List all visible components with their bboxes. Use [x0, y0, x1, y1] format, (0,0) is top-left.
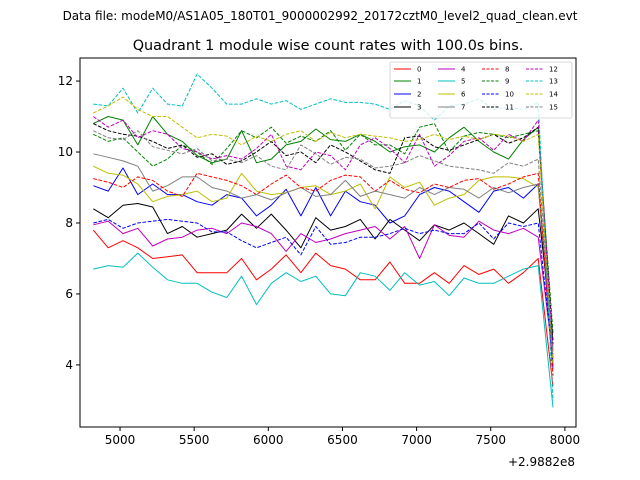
series-line-5: [93, 252, 554, 408]
x-tick-label: 7500: [475, 433, 506, 447]
legend-label-1: 1: [417, 78, 421, 86]
legend-label-10: 10: [505, 91, 514, 99]
series-line-6: [93, 165, 554, 351]
plot-area: [80, 58, 576, 427]
x-tick-label: 5500: [179, 433, 210, 447]
x-tick-label: 6500: [327, 433, 358, 447]
x-tick-label: 6000: [253, 433, 284, 447]
legend-box: [389, 61, 573, 119]
legend-label-15: 15: [549, 104, 558, 112]
y-tick-label: 12: [58, 74, 73, 88]
series-layer: [92, 73, 554, 408]
y-tick-label: 10: [58, 145, 73, 159]
legend-label-13: 13: [549, 78, 558, 86]
y-tick-label: 8: [65, 216, 73, 230]
x-tick-label: 8000: [550, 433, 581, 447]
y-tick-label: 4: [65, 358, 73, 372]
legend-label-9: 9: [505, 78, 509, 86]
legend-label-2: 2: [417, 91, 421, 99]
series-line-0: [92, 229, 554, 387]
series-line-4: [93, 220, 554, 358]
chart-title: Quadrant 1 module wise count rates with …: [133, 38, 524, 54]
datafile-label: Data file: modeM0/AS1A05_180T01_90000029…: [63, 9, 578, 23]
series-line-7: [93, 153, 554, 348]
series-line-14: [93, 96, 554, 365]
legend-label-0: 0: [417, 66, 421, 74]
plot-frame: [79, 57, 577, 428]
legend-label-11: 11: [505, 104, 514, 112]
legend-label-5: 5: [461, 78, 465, 86]
legend-label-14: 14: [549, 91, 558, 99]
series-line-15: [93, 130, 554, 358]
x-offset-label: +2.9882e8: [508, 455, 575, 469]
legend-label-7: 7: [461, 104, 465, 112]
series-line-3: [93, 203, 554, 341]
series-line-10: [93, 218, 554, 362]
legend-label-12: 12: [549, 66, 558, 74]
series-line-9: [93, 123, 554, 334]
series-line-2: [93, 167, 554, 369]
series-line-8: [93, 172, 554, 376]
series-line-12: [93, 116, 554, 355]
legend-label-3: 3: [417, 104, 421, 112]
y-tick-label: 6: [65, 287, 73, 301]
legend-label-4: 4: [461, 66, 466, 74]
legend-label-8: 8: [505, 66, 509, 74]
x-tick-label: 5000: [105, 433, 136, 447]
legend-label-6: 6: [461, 91, 466, 99]
y-axis: 4 6 8 10 12: [58, 74, 80, 372]
x-axis: 5000 5500 6000 6500 7000 7500 8000: [105, 427, 580, 447]
x-tick-label: 7000: [401, 433, 432, 447]
